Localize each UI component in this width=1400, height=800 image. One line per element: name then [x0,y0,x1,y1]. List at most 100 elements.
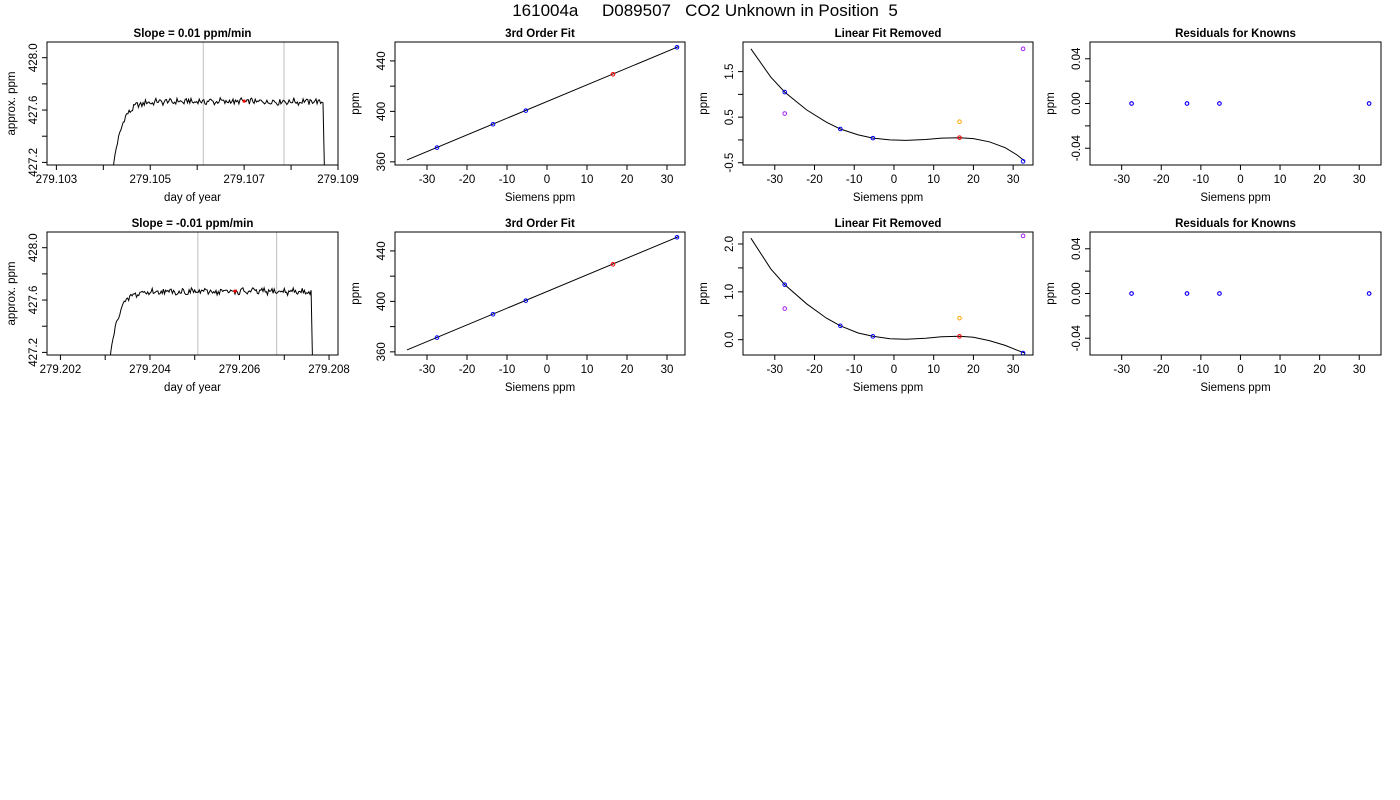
x-tick-label: 30 [1007,364,1020,376]
data-point [1184,101,1190,106]
plot-frame [46,231,339,356]
data-point [838,323,843,329]
x-tick-label: -30 [766,364,783,376]
y-tick-label: 400 [376,102,388,121]
data-point [870,334,876,339]
data-point [674,44,680,50]
chart-panel-7: Linear Fit Removed Siemens ppm ppm -30 -20 -1… [698,218,1034,394]
x-tick-label: -10 [499,364,516,376]
unknown-marker [242,99,246,103]
panel-title: Residuals for Knowns [1175,218,1296,230]
x-tick-label: 0 [1237,364,1243,376]
y-tick-label: 0.00 [1071,282,1083,304]
y-axis-label: ppm [350,282,362,304]
data-layer [113,42,325,165]
plot-frame [46,41,339,166]
x-axis-label: Siemens ppm [1200,192,1270,204]
x-axis-label: Siemens ppm [505,192,575,204]
x-tick-label: -20 [1153,174,1170,186]
chart-panel-8: Residuals for Knowns Siemens ppm ppm -30 -20… [1045,218,1382,394]
data-point [1020,46,1026,52]
panel-title: Linear Fit Removed [835,28,942,40]
data-point [490,311,496,317]
y-tick-label: 0.04 [1071,237,1083,260]
fit-line [406,45,680,161]
plot-frame [742,231,1034,356]
data-point [957,119,962,125]
x-axis-label: Siemens ppm [1200,382,1270,394]
y-tick-label: 428.0 [28,233,40,262]
x-tick-label: 30 [661,174,674,186]
panel-title: Slope = 0.01 ppm/min [134,28,252,40]
x-tick-label: 10 [581,364,594,376]
unknown-marker [233,289,237,293]
chart-panel-6: 3rd Order Fit Siemens ppm ppm -30 -20 -10 0 10 2… [350,218,686,394]
data-point [782,282,788,287]
data-point [1366,101,1372,106]
x-tick-label: 30 [661,364,674,376]
data-layer [750,46,1026,164]
y-tick-label: 1.5 [724,64,736,80]
y-axis-label: approx. ppm [6,72,18,136]
y-axis-label: ppm [698,282,710,304]
data-point [782,306,788,311]
data-point [838,126,843,132]
data-point [782,111,788,116]
y-tick-label: 428.0 [28,43,40,72]
x-tick-label: -30 [419,174,436,186]
data-point [610,261,616,267]
x-tick-label: -20 [459,364,476,376]
y-axis-label: approx. ppm [6,262,18,326]
data-layer [1129,101,1372,106]
x-tick-label: -10 [846,364,863,376]
chart-panel-5: Slope = -0.01 ppm/min day of year approx. … [6,218,350,394]
x-axis-label: Siemens ppm [853,192,923,204]
data-point [490,121,496,127]
y-axis-label: ppm [350,92,362,114]
y-tick-label: -0.04 [1071,134,1083,161]
data-point [1020,233,1026,239]
x-tick-label: 20 [1313,364,1326,376]
x-tick-label: 30 [1353,364,1366,376]
concentration-trace [113,96,325,165]
x-tick-label: 0 [1237,174,1243,186]
y-tick-label: 0.04 [1071,47,1083,70]
y-tick-label: 360 [376,152,388,171]
y-axis-label: ppm [698,92,710,114]
data-layer [109,232,313,355]
y-tick-label: 2.0 [724,236,736,252]
data-point [957,315,962,321]
x-tick-label: -30 [766,174,783,186]
y-tick-label: -0.04 [1071,324,1083,351]
x-tick-label: -20 [459,174,476,186]
x-tick-label: 10 [927,174,940,186]
x-tick-label: -10 [846,174,863,186]
y-tick-label: 440 [376,51,388,70]
x-axis-label: day of year [164,192,221,204]
plot-frame [394,231,686,356]
x-tick-label: 30 [1353,174,1366,186]
x-tick-label: 20 [967,364,980,376]
x-axis-label: Siemens ppm [505,382,575,394]
chart-panel-4: Residuals for Knowns Siemens ppm ppm -30 -20… [1045,28,1382,204]
data-point [434,145,440,150]
x-tick-label: 10 [581,174,594,186]
data-point [610,71,616,77]
x-axis-label: day of year [164,382,221,394]
x-tick-label: 279.107 [223,174,265,186]
x-tick-label: 10 [1274,174,1287,186]
x-tick-label: 279.109 [317,174,359,186]
x-tick-label: -30 [1113,364,1130,376]
y-tick-label: 427.6 [28,96,40,125]
x-tick-label: -20 [806,174,823,186]
y-tick-label: 360 [376,342,388,361]
data-point [1366,291,1372,296]
x-tick-label: 0 [891,364,897,376]
data-point [782,89,788,95]
panel-title: Residuals for Knowns [1175,28,1296,40]
x-tick-label: 279.103 [36,174,78,186]
x-tick-label: 279.208 [308,364,350,376]
chart-panel-3: Linear Fit Removed Siemens ppm ppm -30 -20 -1… [698,28,1034,204]
x-tick-label: 20 [967,174,980,186]
x-tick-label: 0 [891,174,897,186]
